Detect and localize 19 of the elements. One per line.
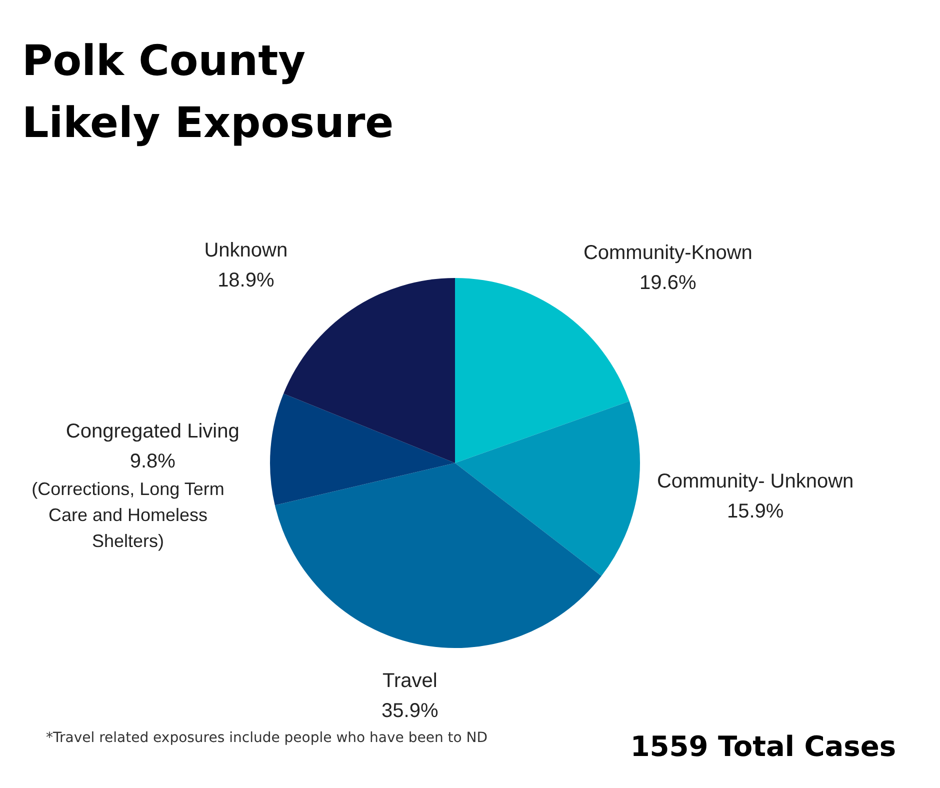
data-label: 18.9% (218, 269, 274, 292)
slice-label: Travel (382, 670, 438, 692)
data-label: 35.9% (382, 700, 438, 722)
pie-slice (274, 463, 602, 648)
pie-slice (270, 394, 455, 506)
pie-slice (284, 278, 455, 463)
slice-label: Unknown (204, 239, 288, 262)
slice-label: Community- Unknown (656, 470, 854, 493)
data-label: 19.6% (640, 272, 696, 294)
slice-label: Community-Known (583, 242, 752, 264)
text: *Travel related exposures include people who have been to ND (46, 730, 488, 746)
pie-slice (455, 278, 630, 463)
text: (Corrections, Long Term Care and Homeless Shelters) (30, 478, 226, 553)
data-label: 15.9% (726, 500, 784, 523)
slice-label: Congregated Living (66, 420, 240, 443)
data-label: 9.8% (130, 450, 176, 473)
pie-slice (455, 401, 640, 576)
text: 1559 Total Cases (630, 730, 896, 763)
chart-title: Polk County Likely Exposure (22, 35, 395, 149)
